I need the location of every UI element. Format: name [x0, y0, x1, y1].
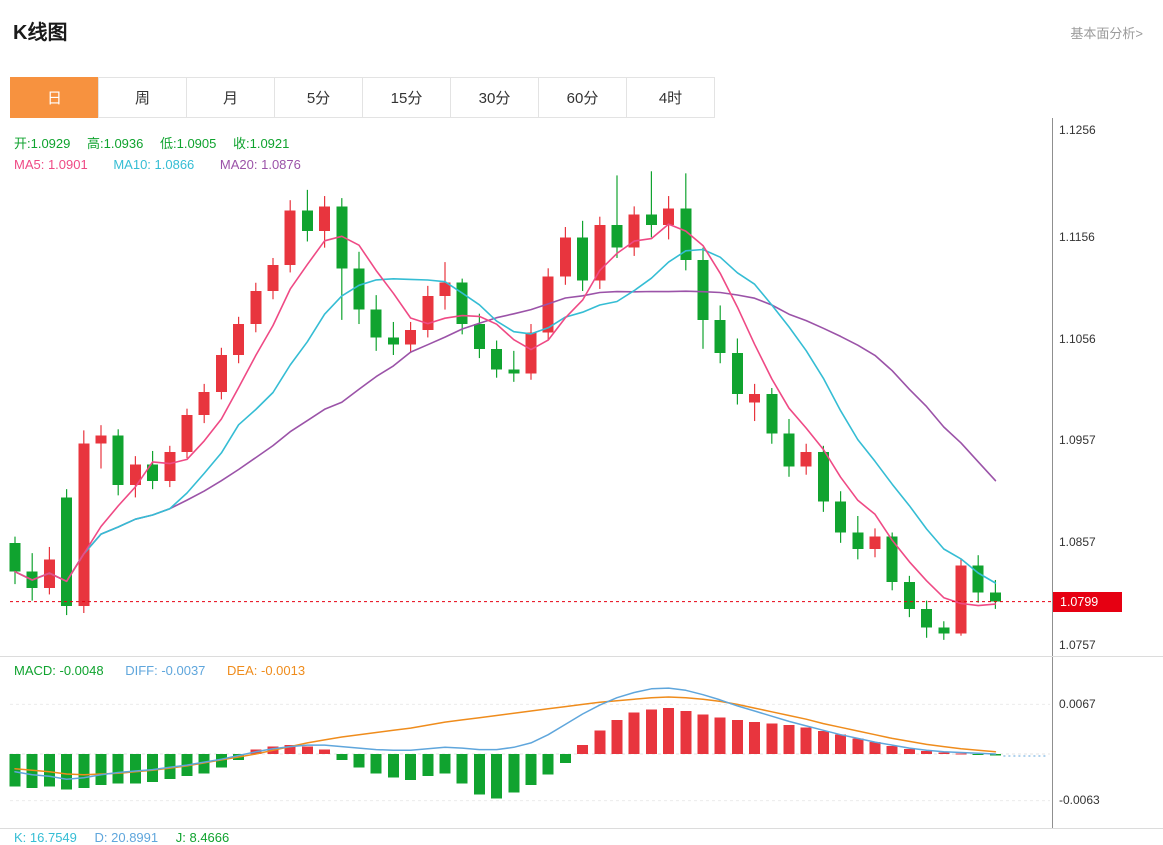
price-tick-4: 1.0957: [1059, 433, 1096, 447]
panel-separator-top: [0, 656, 1163, 657]
kdj-k: K: 16.7549: [14, 830, 77, 845]
current-price-badge: 1.0799: [1053, 592, 1122, 612]
tab-60分[interactable]: 60分: [538, 77, 627, 118]
panel-separator-bottom: [0, 828, 1163, 829]
dea-value: DEA: -0.0013: [227, 663, 306, 678]
ohlc-open: 开:1.0929: [14, 136, 71, 151]
price-axis-line: [1052, 118, 1053, 828]
macd-tick-1: 0.0067: [1059, 697, 1096, 711]
tab-4时[interactable]: 4时: [626, 77, 715, 118]
page-title: K线图: [13, 22, 68, 44]
macd-tick-2: -0.0063: [1059, 793, 1100, 807]
ma-legend: MA5: 1.0901 MA10: 1.0866 MA20: 1.0876: [14, 157, 323, 172]
ohlc-legend: 开:1.0929 高:1.0936 低:1.0905 收:1.0921: [14, 133, 302, 152]
ohlc-close: 收:1.0921: [233, 136, 290, 151]
tab-30分[interactable]: 30分: [450, 77, 539, 118]
price-tick-1: 1.1256: [1059, 123, 1096, 137]
macd-value: MACD: -0.0048: [14, 663, 104, 678]
tab-5分[interactable]: 5分: [274, 77, 363, 118]
ma20-value: MA20: 1.0876: [219, 157, 301, 172]
ohlc-low: 低:1.0905: [160, 136, 217, 151]
fundamental-analysis-link[interactable]: 基本面分析>: [1070, 26, 1143, 41]
tab-日[interactable]: 日: [10, 77, 99, 118]
ma5-value: MA5: 1.0901: [14, 157, 88, 172]
kdj-legend: K: 16.7549 D: 20.8991 J: 8.4666: [14, 830, 243, 845]
tab-15分[interactable]: 15分: [362, 77, 451, 118]
ma10-value: MA10: 1.0866: [113, 157, 195, 172]
macd-legend: MACD: -0.0048 DIFF: -0.0037 DEA: -0.0013: [14, 663, 323, 678]
price-tick-3: 1.1056: [1059, 332, 1096, 346]
price-tick-5: 1.0857: [1059, 535, 1096, 549]
kdj-d: D: 20.8991: [94, 830, 159, 845]
kdj-j: J: 8.4666: [175, 830, 230, 845]
timeframe-tabs: 日周月 5分 15分 30分 60分 4时: [10, 77, 715, 118]
diff-value: DIFF: -0.0037: [125, 663, 206, 678]
ohlc-high: 高:1.0936: [87, 136, 144, 151]
price-tick-2: 1.1156: [1059, 230, 1095, 244]
tab-周[interactable]: 周: [98, 77, 187, 118]
price-tick-6: 1.0757: [1059, 638, 1096, 652]
